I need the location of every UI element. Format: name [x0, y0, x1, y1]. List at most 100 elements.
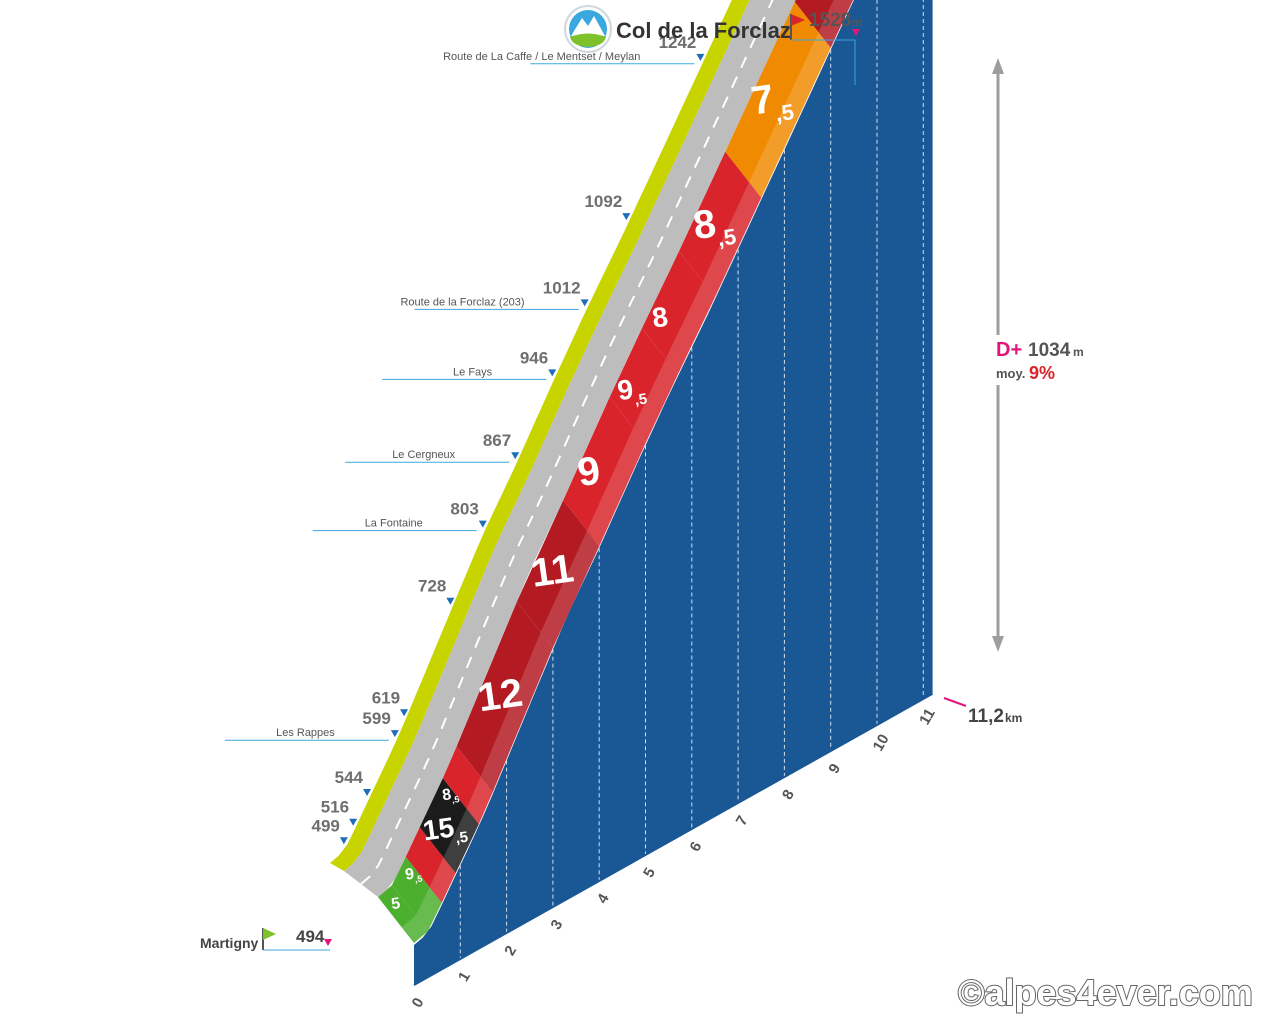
- watermark: ©alpes4ever.com: [958, 972, 1253, 1013]
- total-distance: 11,2 km: [943, 697, 1022, 727]
- road-surface: [330, 0, 796, 897]
- altitude-pointer-icon: [390, 730, 399, 738]
- altitude-label: 946: [520, 348, 548, 367]
- gradient-segment-shade: [818, 0, 854, 48]
- start-altitude: 494: [296, 927, 325, 946]
- km-tick-label: 11: [916, 706, 939, 728]
- altitude-label: 803: [450, 500, 478, 519]
- place-label: Route de La Caffe / Le Mentset / Meylan: [443, 51, 640, 63]
- avg-value: 9%: [1029, 363, 1055, 383]
- altitude-pointer-icon: [349, 818, 358, 826]
- climb-stats: D+ 1034 m moy. 9%: [996, 339, 1084, 383]
- altitude-label: 1092: [584, 192, 622, 211]
- gradient-label: 15,5: [421, 810, 469, 852]
- altitude-pointer-icon: [446, 597, 455, 605]
- road-surface-area: [344, 0, 796, 897]
- gradient-segment-shade: [749, 31, 831, 198]
- km-tick-label: 8: [779, 787, 798, 803]
- altitude-pointer-icon: [548, 369, 557, 377]
- altitude-label: 1012: [543, 278, 581, 297]
- km-tick-label: 10: [870, 731, 893, 754]
- gradient-band: [378, 0, 854, 943]
- summit-name: Col de la Forclaz: [616, 18, 791, 43]
- altitude-pointer-icon: [696, 53, 705, 61]
- summit-flag-icon: [790, 14, 805, 40]
- avg-label: moy.: [996, 366, 1025, 381]
- summit-altitude: 1528: [809, 10, 851, 31]
- gradient-segment: [641, 251, 715, 375]
- gradient-segment-shade: [540, 530, 600, 648]
- place-label: Le Cergneux: [392, 449, 455, 461]
- altitude-label: 516: [321, 798, 349, 817]
- km-tick-label: 4: [594, 890, 613, 906]
- elevation-gain-arrow: [992, 58, 1092, 652]
- gradient-segment-shade: [702, 181, 762, 298]
- km-tick-label: 5: [640, 865, 659, 881]
- km-tick-label: 3: [548, 917, 567, 933]
- gradient-segment: [678, 151, 762, 298]
- gradient-segment: [456, 601, 553, 793]
- gradient-segment-shade: [402, 915, 428, 943]
- altitude-pointer-icon: [400, 709, 409, 717]
- gradient-label: 9,5: [615, 372, 648, 412]
- gradient-segment-shade: [665, 281, 715, 375]
- dplus-unit: m: [1073, 345, 1084, 359]
- gradient-segment-shade: [443, 808, 479, 874]
- gradient-segment-shade: [415, 886, 442, 932]
- km-tick-label: 7: [733, 813, 752, 829]
- road-edge: [330, 0, 750, 871]
- km-tick-label: 0: [409, 995, 428, 1011]
- gradient-segment: [405, 827, 456, 903]
- altitude-label: 499: [312, 816, 340, 835]
- altitude-pointer-icon: [622, 213, 631, 221]
- gradient-segment-shade: [480, 631, 553, 793]
- summit-altitude-unit: m: [852, 15, 863, 29]
- summit-pointer-icon: [852, 29, 860, 36]
- gradient-segment: [378, 885, 428, 943]
- gradient-segment-shade: [587, 427, 646, 547]
- gradient-segment: [442, 746, 493, 825]
- summit-header: Col de la Forclaz 1528 m: [564, 5, 863, 85]
- gradient-segment: [609, 328, 678, 444]
- start-flag-icon: [262, 928, 276, 950]
- gradient-label: 9,5: [404, 865, 423, 886]
- start-pointer-icon: [324, 939, 332, 946]
- altitude-label: 867: [483, 431, 511, 450]
- gradient-segment: [725, 1, 831, 198]
- gradient-segment-shade: [633, 358, 678, 444]
- gradient-label: 1,5: [376, 914, 395, 935]
- gradient-label: 5: [390, 895, 401, 913]
- distance-value: 11,2: [968, 706, 1004, 727]
- altitude-label: 544: [335, 768, 364, 787]
- place-label: Le Fays: [453, 366, 493, 378]
- km-tick-label: 1: [455, 969, 474, 985]
- side-wall-area: [414, 0, 933, 985]
- place-label: La Fontaine: [365, 518, 423, 530]
- km-drop-lines: [459, 0, 924, 959]
- gradient-label: 11: [528, 546, 576, 595]
- gradient-segment: [516, 500, 600, 648]
- altitude-label: 619: [372, 688, 400, 707]
- gradient-segment: [563, 397, 646, 547]
- distance-unit: km: [1005, 711, 1022, 725]
- start-marker: Martigny 494: [200, 927, 332, 951]
- altitude-label: 599: [362, 709, 390, 728]
- km-tick-label: 2: [501, 943, 520, 959]
- dplus-value: 1034: [1028, 340, 1071, 361]
- gradient-segment: [419, 778, 479, 874]
- altitude-pointer-icon: [478, 520, 487, 528]
- gradient-segment-shade: [466, 776, 493, 825]
- altitude-pointer-icon: [580, 299, 589, 307]
- place-label: Les Rappes: [276, 727, 335, 739]
- gradient-segment: [794, 0, 854, 48]
- gradient-segment-shade: [429, 857, 456, 903]
- altitude-label: 1242: [659, 33, 697, 52]
- gradient-label: 8: [650, 301, 670, 334]
- place-label: Route de la Forclaz (203): [400, 296, 524, 308]
- profile-side-wall: [414, 0, 933, 985]
- mountain-logo-icon: [564, 5, 612, 53]
- altitude-pointer-icon: [511, 452, 520, 460]
- km-axis-line: [413, 692, 934, 986]
